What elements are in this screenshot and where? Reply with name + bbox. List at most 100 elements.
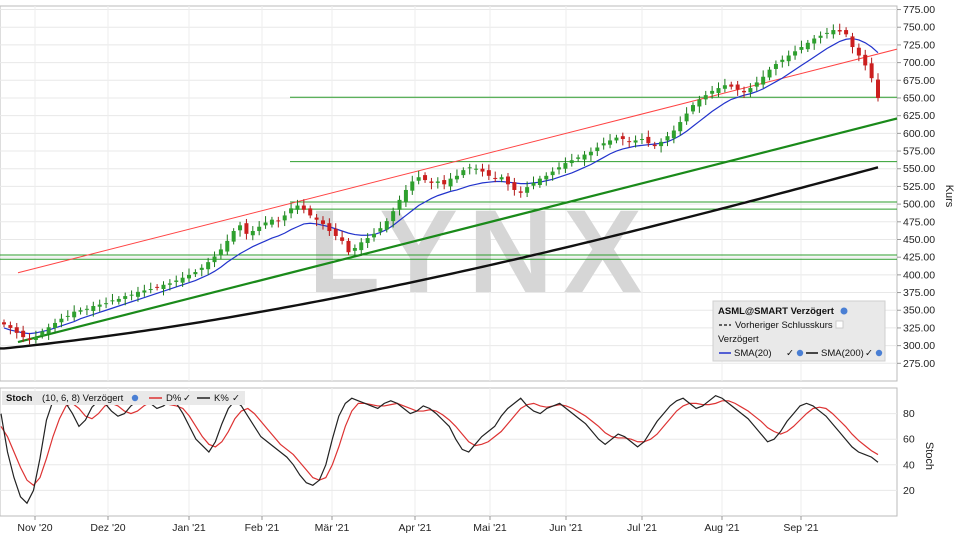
candle-body — [652, 144, 657, 147]
stoch-k-check-icon[interactable]: ✓ — [232, 393, 240, 404]
candle-body — [378, 228, 383, 232]
candle-body — [250, 231, 255, 236]
candle-body — [212, 256, 217, 263]
legend-sma20-check-icon[interactable]: ✓ — [786, 348, 794, 359]
candle-body — [627, 141, 632, 143]
candle-body — [65, 315, 70, 317]
candle-body — [397, 199, 402, 210]
x-axis: Nov '20 Dez '20 Jan '21 Feb '21 Mär '21 Apr '… — [17, 516, 819, 534]
candle-body — [869, 63, 874, 79]
stoch-tick-label: 20 — [903, 485, 915, 497]
candle-body — [423, 175, 428, 181]
stoch-legend-bar — [2, 391, 245, 405]
legend-sma200-check-icon[interactable]: ✓ — [865, 348, 873, 359]
candle-body — [646, 136, 651, 144]
x-tick-label: Apr '21 — [399, 522, 432, 534]
candle-body — [72, 311, 77, 318]
x-tick-label: Jan '21 — [172, 522, 206, 534]
candle-body — [142, 290, 147, 293]
candle-body — [8, 325, 13, 328]
legend-prev-close-checkbox[interactable] — [835, 320, 844, 329]
price-tick-label: 425.00 — [903, 252, 935, 264]
price-tick-label: 675.00 — [903, 75, 935, 87]
candle-body — [850, 36, 855, 48]
stoch-k-label: K% — [214, 393, 229, 404]
candle-body — [244, 223, 249, 234]
candle-body — [410, 181, 415, 191]
candle-body — [346, 240, 351, 253]
candle-body — [110, 300, 115, 302]
candle-body — [97, 304, 102, 307]
candle-body — [59, 318, 64, 323]
candle-body — [78, 310, 83, 312]
candle-body — [435, 181, 440, 183]
stoch-d-check-icon[interactable]: ✓ — [183, 393, 191, 404]
candle-body — [550, 171, 555, 176]
x-tick-label: Feb '21 — [245, 522, 280, 534]
candle-body — [174, 280, 179, 282]
candle-body — [735, 84, 740, 90]
lower-trendline — [17, 117, 898, 344]
x-tick-label: Jun '21 — [549, 522, 583, 534]
candle-body — [403, 189, 408, 202]
candle-body — [454, 175, 459, 180]
candle-body — [518, 191, 523, 193]
candle-body — [576, 157, 581, 159]
candle-body — [537, 178, 542, 186]
price-tick-label: 450.00 — [903, 234, 935, 246]
legend-sma20-settings-icon[interactable] — [796, 349, 804, 357]
candle-body — [429, 181, 434, 183]
price-axis-title: Kurs — [943, 185, 955, 208]
candle-body — [557, 167, 562, 170]
candle-body — [84, 308, 89, 310]
candle-body — [659, 141, 664, 147]
price-tick-label: 625.00 — [903, 110, 935, 122]
candle-body — [161, 284, 166, 290]
candle-body — [710, 90, 715, 94]
legend-info-icon[interactable] — [840, 307, 848, 315]
candle-body — [135, 291, 140, 297]
candle-body — [333, 228, 338, 236]
stoch-panel: 20 40 60 80 Stoch Stoch (10, 6, 8) Verzöger… — [0, 387, 935, 517]
candle-body — [876, 79, 880, 98]
price-tick-label: 350.00 — [903, 305, 935, 317]
stoch-grid — [0, 388, 897, 516]
candle-body — [595, 147, 600, 152]
candle-body — [372, 233, 377, 238]
lynx-watermark: LYNX — [308, 186, 652, 318]
candle-body — [805, 42, 810, 50]
candle-body — [799, 47, 804, 50]
legend-sma200-settings-icon[interactable] — [875, 349, 883, 357]
candle-body — [46, 327, 51, 334]
candle-body — [187, 274, 192, 279]
candle-body — [474, 168, 479, 170]
candle-body — [384, 221, 389, 230]
candle-body — [104, 303, 109, 305]
price-tick-label: 300.00 — [903, 340, 935, 352]
candle-body — [793, 51, 798, 56]
candle-body — [703, 95, 708, 100]
stoch-d-label: D% — [166, 393, 182, 404]
candle-body — [314, 217, 319, 220]
x-tick-label: Sep '21 — [783, 522, 818, 534]
candle-body — [748, 88, 753, 93]
stoch-settings-icon[interactable] — [131, 394, 139, 402]
candle-body — [544, 175, 549, 180]
candle-body — [167, 283, 172, 285]
candle-body — [722, 85, 727, 89]
legend-sma20-label: SMA(20) — [734, 348, 771, 359]
candle-body — [365, 238, 370, 244]
candle-body — [678, 122, 683, 132]
candle-body — [33, 337, 38, 340]
candle-body — [780, 59, 785, 62]
price-panel: LYNX 275.00 300.00 325.00 350.00 375.00 400.0… — [0, 4, 955, 382]
candle-body — [525, 187, 530, 193]
candle-body — [148, 289, 153, 291]
candle-body — [352, 247, 357, 251]
price-tick-label: 750.00 — [903, 22, 935, 34]
candle-body — [116, 298, 121, 302]
stoch-legend-params: (10, 6, 8) Verzögert — [42, 393, 124, 404]
candle-body — [27, 338, 32, 340]
sma20-line — [3, 37, 879, 335]
candle-body — [639, 139, 644, 141]
